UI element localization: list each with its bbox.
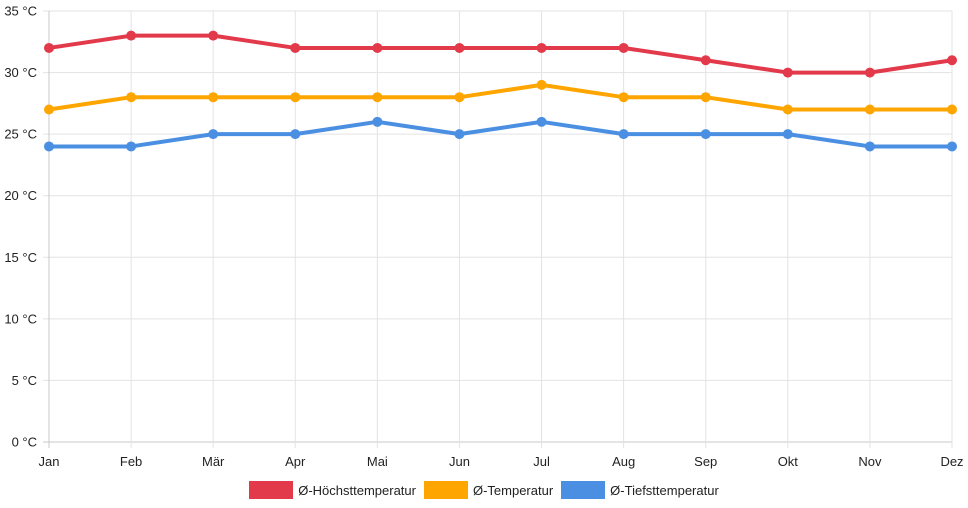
x-tick-label: Mai — [367, 454, 388, 469]
y-tick-label: 0 °C — [12, 435, 37, 450]
data-point[interactable] — [44, 104, 54, 115]
data-point[interactable] — [782, 67, 793, 78]
data-point[interactable] — [454, 42, 465, 53]
data-point[interactable] — [700, 129, 711, 140]
data-point[interactable] — [947, 55, 957, 66]
series-lines — [44, 30, 957, 152]
x-tick-label: Mär — [202, 454, 225, 469]
data-point[interactable] — [290, 42, 301, 53]
data-point[interactable] — [372, 116, 383, 127]
data-point[interactable] — [618, 129, 629, 140]
x-tick-label: Okt — [778, 454, 799, 469]
data-point[interactable] — [126, 30, 137, 41]
legend-label-min: Ø-Tiefsttemperatur — [610, 482, 719, 498]
legend-label-avg: Ø-Temperatur — [472, 482, 554, 498]
data-point[interactable] — [947, 141, 957, 152]
data-point[interactable] — [700, 92, 711, 103]
legend-swatch-min — [561, 481, 606, 499]
series-line — [49, 119, 952, 149]
data-point[interactable] — [700, 55, 711, 66]
y-tick-label: 10 °C — [4, 311, 37, 326]
data-point[interactable] — [454, 129, 465, 140]
data-point[interactable] — [864, 141, 875, 152]
data-point[interactable] — [44, 141, 54, 152]
y-tick-label: 35 °C — [4, 4, 37, 19]
legend-swatch-avg — [423, 481, 468, 499]
legend-item-avg[interactable]: Ø-Temperatur — [423, 481, 554, 499]
data-point[interactable] — [782, 104, 793, 115]
legend: Ø-Höchsttemperatur Ø-Temperatur Ø-Tiefst… — [0, 481, 968, 499]
data-point[interactable] — [208, 30, 219, 41]
data-point[interactable] — [44, 42, 54, 53]
y-tick-label: 15 °C — [4, 250, 37, 265]
y-tick-label: 20 °C — [4, 188, 37, 203]
x-tick-label: Feb — [120, 454, 142, 469]
x-tick-label: Apr — [285, 454, 306, 469]
x-axis-ticks: Jan Feb Mär Apr Mai Jun Jul Aug Sep Okt Nov Dez — [39, 454, 964, 469]
x-tick-label: Jun — [449, 454, 470, 469]
data-point[interactable] — [372, 92, 383, 103]
data-point[interactable] — [947, 104, 957, 115]
x-tick-label: Sep — [694, 454, 717, 469]
x-tick-label: Jan — [39, 454, 60, 469]
data-point[interactable] — [536, 116, 547, 127]
data-point[interactable] — [536, 79, 547, 90]
data-point[interactable] — [208, 129, 219, 140]
data-point[interactable] — [290, 129, 301, 140]
y-tick-label: 25 °C — [4, 127, 37, 142]
series-2 — [44, 116, 957, 152]
data-point[interactable] — [126, 92, 137, 103]
series-1 — [44, 79, 957, 115]
data-point[interactable] — [536, 42, 547, 53]
y-tick-label: 30 °C — [4, 65, 37, 80]
data-point[interactable] — [290, 92, 301, 103]
series-line — [48, 82, 952, 112]
data-point[interactable] — [864, 67, 875, 78]
x-tick-label: Dez — [940, 454, 963, 469]
data-point[interactable] — [618, 92, 629, 103]
data-point[interactable] — [782, 129, 793, 140]
x-tick-label: Nov — [858, 454, 882, 469]
series-line — [48, 33, 953, 75]
data-point[interactable] — [864, 104, 875, 115]
y-axis-ticks: 0 °C 5 °C 10 °C 15 °C 20 °C 25 °C 30 °C 35 °C — [4, 4, 37, 450]
x-tick-label: Jul — [533, 454, 550, 469]
legend-item-max[interactable]: Ø-Höchsttemperatur — [249, 481, 416, 499]
y-tick-label: 5 °C — [12, 373, 37, 388]
line-chart: 0 °C 5 °C 10 °C 15 °C 20 °C 25 °C 30 °C 35 °C J… — [4, 4, 964, 470]
data-point[interactable] — [454, 92, 465, 103]
grid-lines — [43, 10, 953, 448]
legend-label-max: Ø-Höchsttemperatur — [298, 482, 416, 498]
data-point[interactable] — [372, 42, 383, 53]
x-tick-label: Aug — [612, 454, 635, 469]
legend-swatch-max — [249, 481, 294, 499]
data-point[interactable] — [208, 92, 219, 103]
series-0 — [44, 30, 957, 78]
legend-item-min[interactable]: Ø-Tiefsttemperatur — [561, 481, 719, 499]
data-point[interactable] — [618, 42, 629, 53]
data-point[interactable] — [126, 141, 137, 152]
